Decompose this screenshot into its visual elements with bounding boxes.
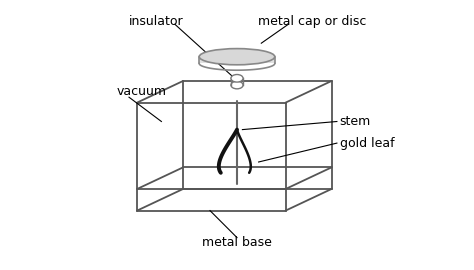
Text: stem: stem bbox=[339, 115, 371, 128]
Text: metal base: metal base bbox=[202, 237, 272, 249]
Text: vacuum: vacuum bbox=[117, 85, 167, 98]
Ellipse shape bbox=[231, 75, 243, 82]
Text: gold leaf: gold leaf bbox=[339, 137, 394, 150]
Text: metal cap or disc: metal cap or disc bbox=[258, 15, 367, 28]
Ellipse shape bbox=[199, 49, 275, 65]
Text: insulator: insulator bbox=[128, 15, 183, 28]
Ellipse shape bbox=[231, 81, 243, 89]
Polygon shape bbox=[199, 57, 275, 63]
